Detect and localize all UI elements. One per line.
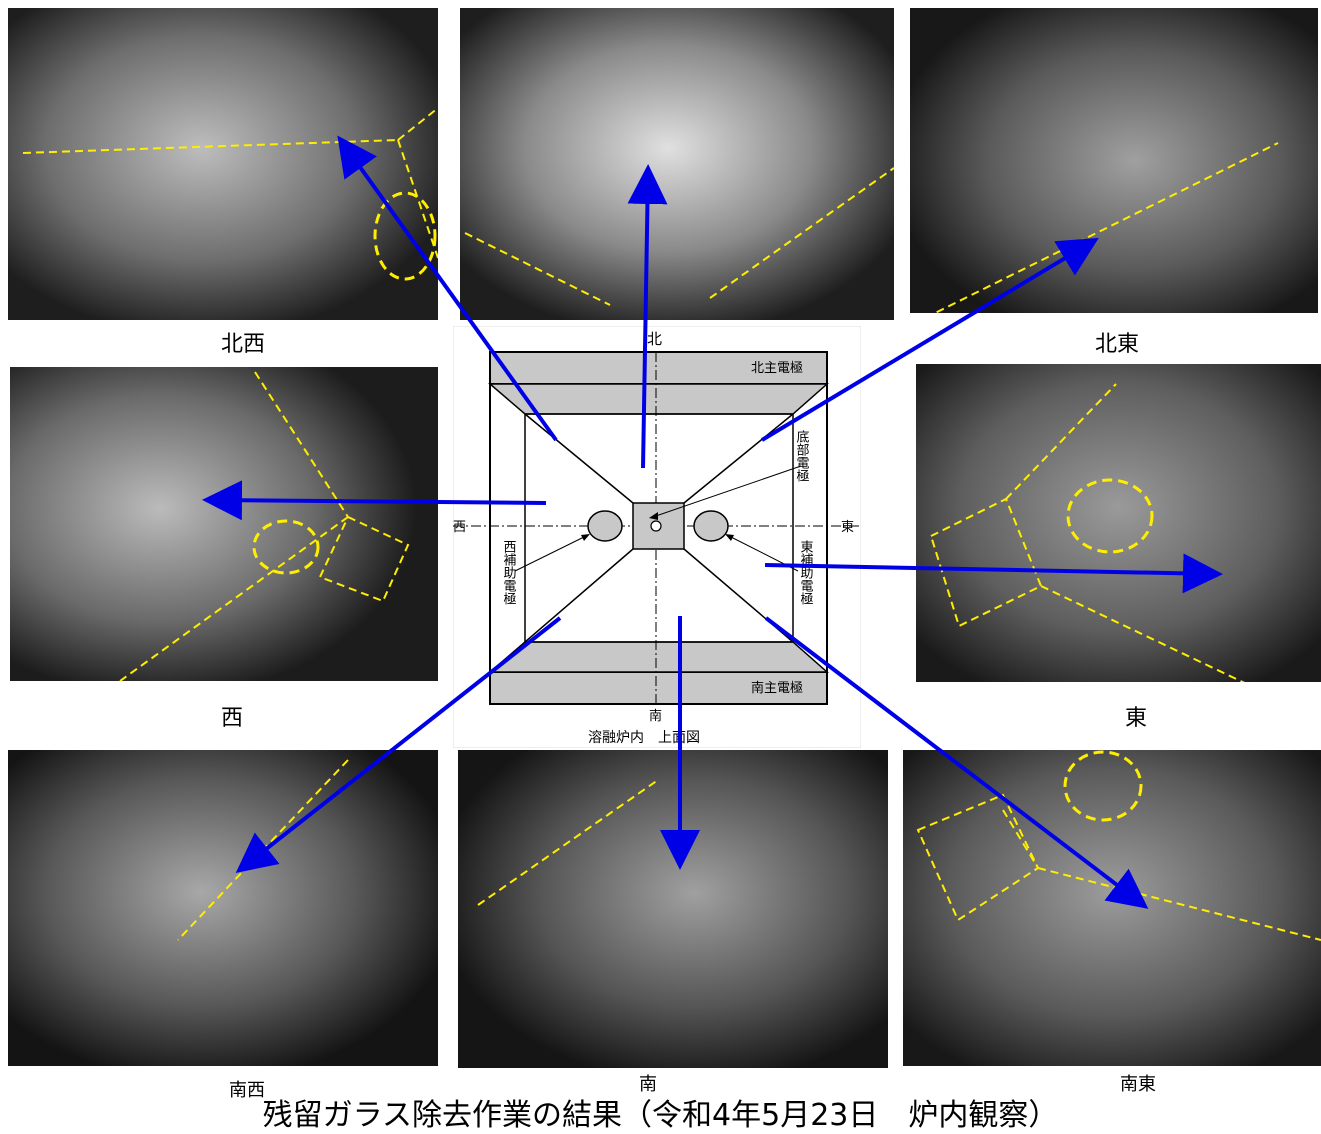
caption-east: 東	[1124, 706, 1147, 731]
west-aux-electrode-label: 西補助電極	[501, 540, 517, 605]
photo-south	[458, 750, 888, 1068]
melter-top-view-diagram: 北 南 西 東 北主電極 南主電極 底部電極 西補助電極 東補助電極 溶融炉内 …	[452, 325, 862, 749]
bottom-electrode-label: 底部電極	[794, 429, 810, 482]
photo-northeast	[910, 8, 1318, 313]
caption-south: 南	[639, 1074, 657, 1095]
west-aux-electrode	[587, 510, 623, 542]
diagram-label-east: 東	[841, 519, 854, 535]
diagram-label-west: 西	[453, 520, 466, 535]
caption-northwest: 北西	[220, 332, 265, 357]
photo-north	[460, 8, 894, 320]
caption-southwest: 南西	[229, 1080, 265, 1101]
photo-southeast	[903, 750, 1321, 1066]
photo-southwest	[8, 750, 438, 1066]
east-aux-electrode-label: 東補助電極	[798, 539, 814, 605]
north-main-electrode-label: 北主電極	[751, 360, 803, 376]
photo-west	[10, 367, 438, 681]
diagram-label-north: 北	[647, 330, 662, 348]
photo-east	[916, 364, 1321, 682]
east-aux-electrode	[693, 510, 729, 542]
caption-southeast: 南東	[1120, 1074, 1156, 1095]
page-title: 残留ガラス除去作業の結果（令和4年5月23日 炉内観察）	[262, 1098, 1059, 1133]
diagram-label-south: 南	[649, 708, 662, 724]
south-main-electrode-label: 南主電極	[751, 680, 803, 696]
caption-west: 西	[220, 706, 243, 731]
caption-northeast: 北東	[1094, 332, 1139, 357]
photo-northwest	[8, 8, 438, 320]
diagram-caption: 溶融炉内 上面図	[588, 730, 700, 746]
